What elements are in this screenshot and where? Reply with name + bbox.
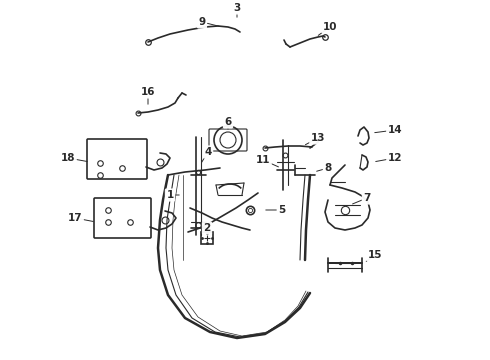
Text: 6: 6 (224, 117, 232, 127)
Text: 7: 7 (363, 193, 371, 203)
Text: 10: 10 (323, 22, 337, 32)
Text: 18: 18 (61, 153, 75, 163)
Text: 3: 3 (233, 3, 241, 13)
Text: 12: 12 (388, 153, 402, 163)
Text: 5: 5 (278, 205, 286, 215)
Text: 16: 16 (141, 87, 155, 97)
Text: 2: 2 (203, 223, 211, 233)
Text: 1: 1 (167, 190, 173, 200)
Text: 13: 13 (311, 133, 325, 143)
Text: 9: 9 (198, 17, 206, 27)
Text: 8: 8 (324, 163, 332, 173)
Text: 14: 14 (388, 125, 402, 135)
Text: 17: 17 (68, 213, 82, 223)
Text: 11: 11 (256, 155, 270, 165)
Text: 4: 4 (204, 147, 212, 157)
Text: 15: 15 (368, 250, 382, 260)
